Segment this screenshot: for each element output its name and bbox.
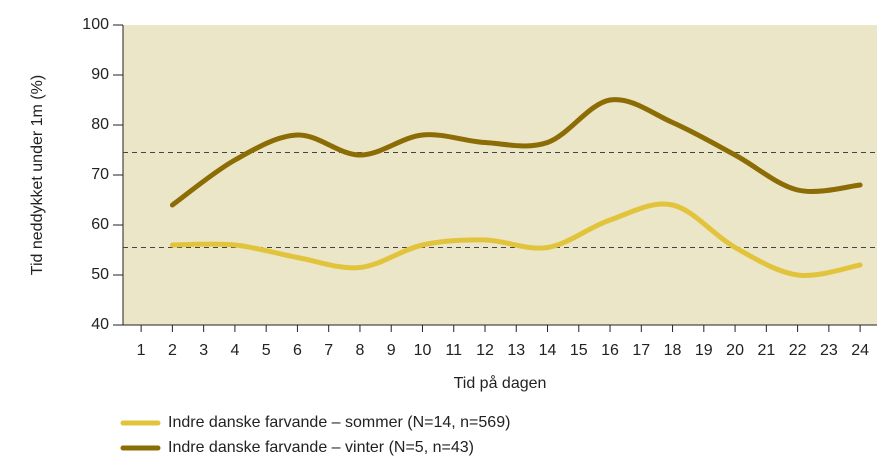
y-tick-label: 60 bbox=[91, 216, 109, 233]
x-tick-label: 4 bbox=[230, 342, 239, 359]
x-tick-label: 15 bbox=[570, 342, 588, 359]
y-axis-title: Tid neddykket under 1m (%) bbox=[29, 75, 46, 275]
y-tick-label: 40 bbox=[91, 316, 109, 333]
legend-label: Indre danske farvande – vinter (N=5, n=4… bbox=[168, 439, 474, 456]
x-tick-label: 2 bbox=[168, 342, 177, 359]
series-line bbox=[169, 201, 863, 278]
x-tick-label: 3 bbox=[199, 342, 208, 359]
x-tick-label: 23 bbox=[820, 342, 838, 359]
x-tick-label: 10 bbox=[414, 342, 432, 359]
x-tick-label: 6 bbox=[293, 342, 302, 359]
x-tick-label: 5 bbox=[262, 342, 271, 359]
y-tick-label: 90 bbox=[91, 66, 109, 83]
x-axis-title: Tid på dagen bbox=[454, 374, 547, 392]
y-tick-label: 100 bbox=[82, 16, 109, 33]
x-tick-label: 14 bbox=[539, 342, 557, 359]
x-tick-label: 12 bbox=[476, 342, 494, 359]
x-tick-label: 24 bbox=[851, 342, 869, 359]
x-tick-label: 11 bbox=[445, 342, 462, 359]
x-tick-label: 8 bbox=[356, 342, 365, 359]
legend-label: Indre danske farvande – sommer (N=14, n=… bbox=[168, 414, 510, 431]
y-tick-label: 80 bbox=[91, 116, 109, 133]
x-tick-label: 20 bbox=[726, 342, 744, 359]
x-tick-label: 18 bbox=[664, 342, 682, 359]
x-tick-label: 22 bbox=[789, 342, 807, 359]
y-tick-label: 70 bbox=[91, 166, 109, 183]
x-tick-label: 17 bbox=[632, 342, 650, 359]
x-tick-label: 9 bbox=[387, 342, 396, 359]
x-tick-label: 7 bbox=[324, 342, 333, 359]
x-tick-label: 21 bbox=[757, 342, 775, 359]
x-tick-label: 13 bbox=[507, 342, 525, 359]
x-tick-label: 19 bbox=[695, 342, 713, 359]
series-line bbox=[169, 97, 863, 208]
x-tick-label: 16 bbox=[601, 342, 619, 359]
y-tick-label: 50 bbox=[91, 266, 109, 283]
plot-area bbox=[123, 25, 877, 325]
x-tick-label: 1 bbox=[137, 342, 146, 359]
